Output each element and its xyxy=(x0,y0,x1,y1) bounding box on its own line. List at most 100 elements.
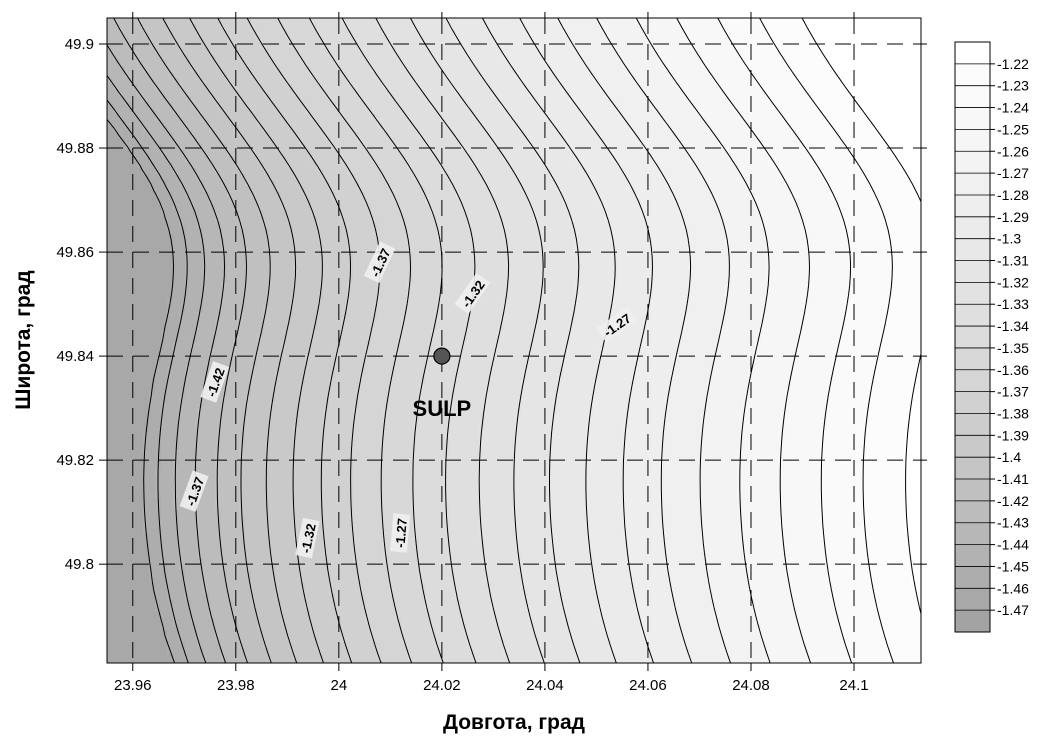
contour-band-cell xyxy=(347,342,354,349)
contour-band-cell xyxy=(233,612,240,619)
contour-band-cell xyxy=(287,462,294,469)
contour-band-cell xyxy=(341,228,348,235)
contour-band-cell xyxy=(131,426,138,433)
contour-band-cell xyxy=(149,282,156,289)
contour-band-cell xyxy=(137,492,144,499)
contour-band-cell xyxy=(287,540,294,547)
contour-band-cell xyxy=(269,24,276,31)
contour-band-cell xyxy=(281,498,288,505)
contour-band-cell xyxy=(179,306,186,313)
contour-band-cell xyxy=(239,648,246,655)
contour-band-cell xyxy=(323,144,330,151)
contour-band-cell xyxy=(317,348,324,355)
contour-band-cell xyxy=(293,408,300,415)
contour-band-cell xyxy=(227,204,234,211)
contour-band-cell xyxy=(365,426,372,433)
contour-band-cell xyxy=(275,96,282,103)
contour-band-cell xyxy=(191,408,198,415)
contour-band-cell xyxy=(143,390,150,397)
contour-band-cell xyxy=(233,396,240,403)
contour-band-cell xyxy=(365,498,372,505)
contour-band-cell xyxy=(371,624,378,631)
contour-band-cell xyxy=(167,642,174,649)
contour-band-cell xyxy=(305,576,312,583)
contour-band-cell xyxy=(251,642,258,649)
contour-band-cell xyxy=(287,528,294,535)
contour-band-cell xyxy=(173,492,180,499)
contour-band-cell xyxy=(179,456,186,463)
contour-band-cell xyxy=(275,180,282,187)
contour-band-cell xyxy=(203,150,210,157)
contour-band-cell xyxy=(329,552,336,559)
contour-band-cell xyxy=(281,288,288,295)
contour-band-cell xyxy=(377,60,384,67)
contour-band-cell xyxy=(245,150,252,157)
contour-band-cell xyxy=(137,54,144,61)
contour-band-cell xyxy=(323,150,330,157)
contour-band-cell xyxy=(359,342,366,349)
contour-band-cell xyxy=(143,378,150,385)
contour-band-cell xyxy=(131,546,138,553)
contour-band-cell xyxy=(317,456,324,463)
contour-band-cell xyxy=(353,342,360,349)
contour-band-cell xyxy=(329,72,336,79)
contour-band-cell xyxy=(119,36,126,43)
contour-band-cell xyxy=(161,24,168,31)
contour-band-cell xyxy=(149,264,156,271)
contour-band-cell xyxy=(257,426,264,433)
contour-band-cell xyxy=(377,384,384,391)
contour-band-cell xyxy=(347,174,354,181)
contour-band-cell xyxy=(305,486,312,493)
contour-band-cell xyxy=(329,192,336,199)
contour-band-cell xyxy=(335,120,342,127)
contour-band-cell xyxy=(305,120,312,127)
contour-band-cell xyxy=(245,516,252,523)
contour-band-cell xyxy=(329,90,336,97)
contour-band-cell xyxy=(131,348,138,355)
contour-band-cell xyxy=(287,468,294,475)
contour-band-cell xyxy=(257,636,264,643)
contour-band-cell xyxy=(275,288,282,295)
contour-band-cell xyxy=(203,486,210,493)
contour-band-cell xyxy=(239,24,246,31)
contour-band-cell xyxy=(149,468,156,475)
contour-band-cell xyxy=(191,156,198,163)
contour-band-cell xyxy=(269,276,276,283)
contour-band-cell xyxy=(185,354,192,361)
contour-band-cell xyxy=(377,138,384,145)
contour-band-cell xyxy=(251,60,258,67)
contour-band-cell xyxy=(119,552,126,559)
contour-band-cell xyxy=(203,432,210,439)
contour-band-cell xyxy=(173,414,180,421)
contour-band-cell xyxy=(377,636,384,643)
contour-band-cell xyxy=(239,534,246,541)
contour-band-cell xyxy=(299,408,306,415)
contour-band-cell xyxy=(359,390,366,397)
contour-band-cell xyxy=(323,456,330,463)
contour-band-cell xyxy=(173,396,180,403)
contour-band-cell xyxy=(323,156,330,163)
contour-band-cell xyxy=(119,594,126,601)
contour-band-cell xyxy=(305,186,312,193)
contour-band-cell xyxy=(347,600,354,607)
contour-band-cell xyxy=(251,612,258,619)
contour-band-cell xyxy=(287,66,294,73)
contour-band-cell xyxy=(191,78,198,85)
contour-band-cell xyxy=(215,630,222,637)
contour-band-cell xyxy=(155,84,162,91)
contour-band-cell xyxy=(311,174,318,181)
contour-band-cell xyxy=(185,108,192,115)
contour-band-cell xyxy=(209,264,216,271)
contour-band-cell xyxy=(227,468,234,475)
contour-band-cell xyxy=(173,114,180,121)
contour-band-cell xyxy=(281,312,288,319)
contour-band-cell xyxy=(371,228,378,235)
contour-band-cell xyxy=(179,366,186,373)
contour-band-cell xyxy=(221,60,228,67)
contour-band-cell xyxy=(251,30,258,37)
contour-band-cell xyxy=(197,618,204,625)
contour-band-cell xyxy=(359,468,366,475)
contour-band-cell xyxy=(347,78,354,85)
contour-band-cell xyxy=(323,264,330,271)
contour-band-cell xyxy=(365,90,372,97)
